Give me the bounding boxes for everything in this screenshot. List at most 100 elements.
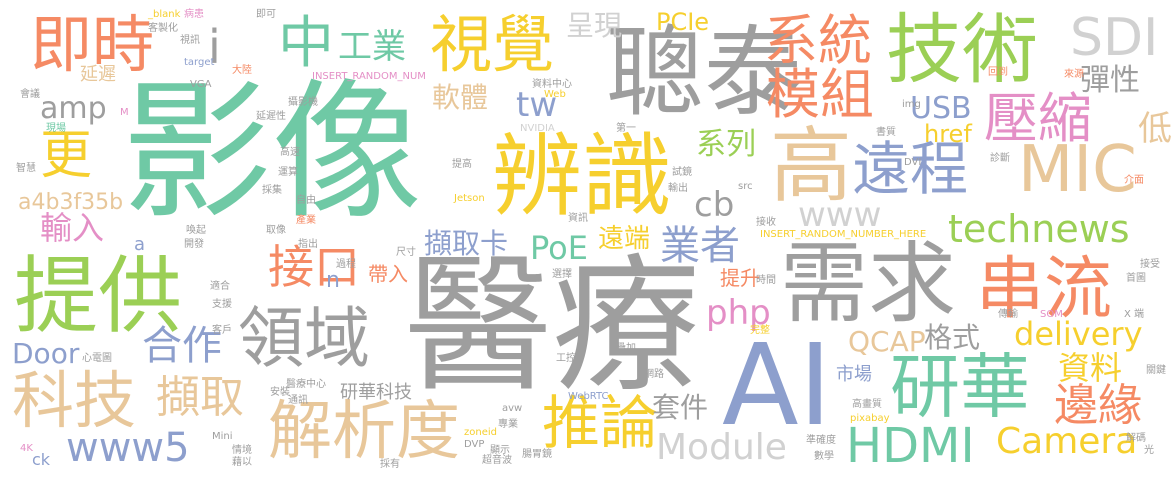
word-shihe: 適合 [210,281,230,292]
word-technews: technews [948,207,1130,251]
word-pcie: PCIe [656,8,710,36]
word-xuqiu: 需求 [780,232,957,335]
word-yuanduan: 遠端 [598,224,651,254]
word-yezhe: 業者 [660,223,740,269]
word-datacenter: 資料中心 [532,79,572,90]
word-huidao: 回到 [988,67,1008,78]
word-chanye: 產業 [296,215,316,226]
word-huazhi: 書質 [876,127,896,138]
word-chengxian: 呈現 [566,9,623,42]
word-a4b3f35b: a4b3f35b [18,190,124,215]
word-blank: _blank [148,9,181,20]
word-yingxiang: 影像 [122,66,423,240]
word-diejia: 疊加 [616,343,636,354]
word-yasuo: 壓縮 [984,87,1092,150]
word-chuanshu: 傳輸 [998,309,1018,320]
word-gaosu: 高速 [280,147,300,158]
word-www5: www5 [66,425,190,471]
word-zixun: 資訊 [568,213,588,224]
word-bianshi: 辨識 [492,124,672,229]
word-lingyu: 領域 [238,300,370,377]
word-jike: 即可 [256,9,276,20]
word-jetson: Jetson [454,193,485,204]
word-jishu: 技術 [886,5,1038,94]
word-dvi: DVI [904,157,922,168]
word-yanchi: 延遲 [80,64,116,85]
word-cb: cb [694,185,735,225]
word-kaifa: 開發 [184,239,204,250]
word-tisheng: 提升 [720,266,760,290]
word-gongye: 工業 [338,27,406,67]
word-insert2: INSERT_RANDOM_NUMBER_HERE [760,229,927,240]
word-som: SOM [1040,309,1063,320]
word-xianshi: 顯示 [490,445,510,456]
word-quxiang: 取像 [266,225,286,236]
word-wanzheng: 完整 [750,325,770,336]
word-poe: PoE [530,229,588,267]
word-module: Module [656,427,787,468]
word-guanjian: 關鍵 [1146,365,1166,376]
word-yunsuan: 運算 [278,167,298,178]
word-www: www [798,195,882,235]
word-geshi: 格式 [924,321,981,354]
word-tigong: 提供 [14,247,183,345]
word-caiji: 採集 [262,185,282,196]
word-pixabay: pixabay [850,413,890,424]
word-target: target [184,57,215,68]
word-avw: avw [502,403,523,414]
word-wanglu: 網路 [644,369,664,380]
word-ziliao: 資料 [1058,349,1123,387]
word-laiyuan: 來源 [1064,69,1084,80]
word-xuanze: 選擇 [552,269,572,280]
word-bingh: 病患 [184,9,204,20]
word-ck: ck [32,450,51,469]
word-tongxun: 通訊 [288,395,308,406]
word-delivery: delivery [1014,315,1143,353]
word-guang: 光 [1144,445,1154,456]
word-caiyou: 採有 [380,459,400,470]
word-shijian: 時間 [756,275,776,286]
word-shuxue: 數學 [814,451,834,462]
word-xiequka: 擷取卡 [424,227,509,260]
word-gaohuazhi: 高畫質 [852,399,882,410]
word-vga: VGA [190,79,212,90]
word-jiema: 解碼 [1126,433,1146,444]
word-anzhuang: 安裝 [270,387,290,398]
word-yiliaozhongxin: 醫療中心 [286,379,326,390]
word-yiliao: 醫療 [404,240,700,412]
word-di: 低 [1138,109,1172,149]
word-taojian: 套件 [652,391,709,424]
word-congtai: 聰泰 [606,16,803,130]
word-shoutu: 首圖 [1126,273,1146,284]
word-sdi: SDI [1070,8,1159,68]
word-xindiantu: 心電圖 [82,353,112,364]
word-yanhua: 研華 [890,346,1030,428]
word-mozu: 模組 [766,63,874,126]
word-dairu: 帶入 [368,262,408,286]
word-shixun: 視訊 [180,35,200,46]
word-gongkong: 工控 [556,353,576,364]
word-shichang: 市場 [836,364,872,385]
word-ai: AI [722,321,832,451]
word-yanchixing: 延遲性 [256,111,286,122]
word-zhenduan: 診斷 [990,153,1010,164]
word-tuilun: 推論 [542,389,659,457]
word-hezuo: 合作 [142,323,222,369]
word-xilie: 系列 [696,127,756,162]
word-chuanliu: 串流 [976,250,1113,329]
word-insert1: INSERT_RANDOM_NUM [312,71,426,82]
word-4k: 4K [20,443,33,454]
word-hdmi: HDMI [846,418,975,474]
word-gao: 高 [770,119,853,214]
word-jieshou2: 接受 [1140,259,1160,270]
word-chicun: 尺寸 [396,247,416,258]
word-shuru: 輸入 [40,209,105,247]
word-a: a [134,234,146,255]
word-zhong: 中 [278,11,334,76]
word-zhihui: 智慧 [16,163,36,174]
word-href: href [924,120,972,148]
word-keji: 科技 [12,364,137,437]
word-zhichu: 指出 [298,239,318,250]
word-jiexidu: 解析度 [268,395,460,469]
word-changweijing: 腸胃鏡 [522,449,552,460]
